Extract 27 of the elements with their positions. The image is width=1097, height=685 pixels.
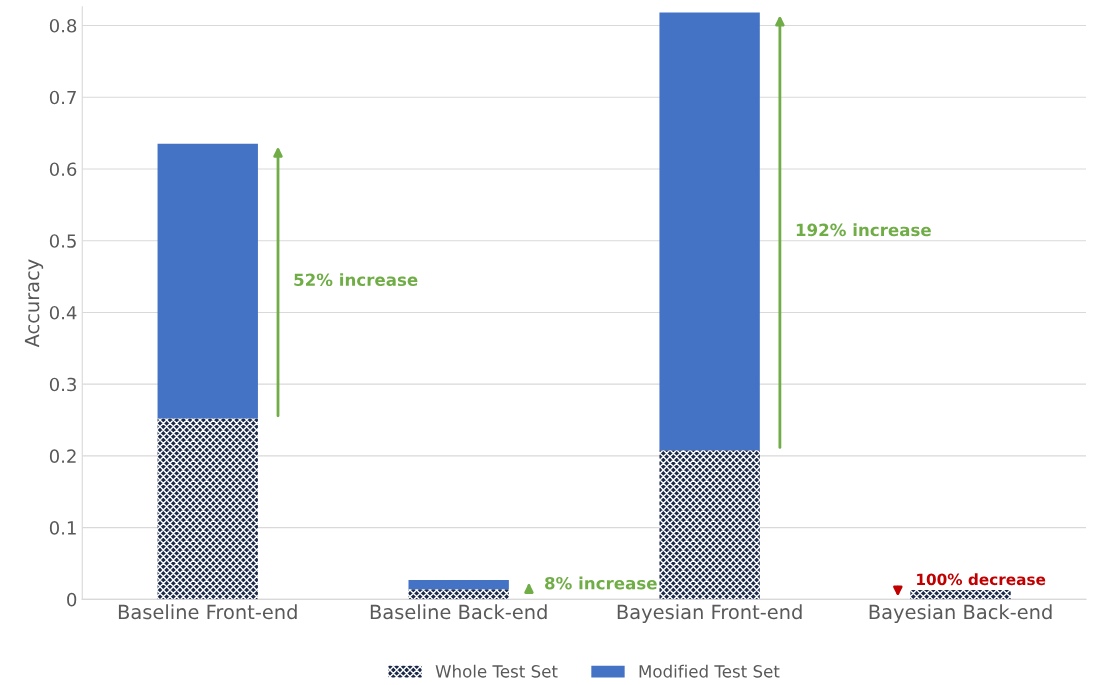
x-tick-label: Baseline Back-end [370,604,547,620]
y-tick-label: 0.4 [49,305,77,320]
y-tick-label: 0.2 [49,449,76,464]
bar [408,589,509,600]
y-axis-title: Accuracy [24,259,44,348]
y-tick-label: 0.3 [49,377,76,392]
bar [157,143,258,419]
bar [157,418,258,600]
annotation: 52% increase [294,273,418,287]
bar [408,580,509,590]
y-tick-label: 0.7 [49,90,76,105]
y-tick-label: 0.5 [49,234,76,248]
annotation: 8% increase [545,576,657,590]
bar [659,12,760,451]
annotation: 192% increase [796,223,931,237]
bar [910,590,1011,600]
x-tick-label: Bayesian Back-end [869,604,1052,624]
bar [659,450,760,600]
y-tick-label: 0.6 [49,162,77,177]
y-tick-label: 0.1 [49,521,76,535]
x-tick-label: Bayesian Front-end [617,604,802,624]
legend-label: Modified Test Set [639,664,780,678]
annotation: 100% decrease [917,573,1046,586]
y-tick-label: 0.8 [49,18,77,33]
y-tick-label: 0 [67,592,77,607]
legend-label: Whole Test Set [435,664,558,678]
x-tick-label: Baseline Front-end [118,604,297,620]
